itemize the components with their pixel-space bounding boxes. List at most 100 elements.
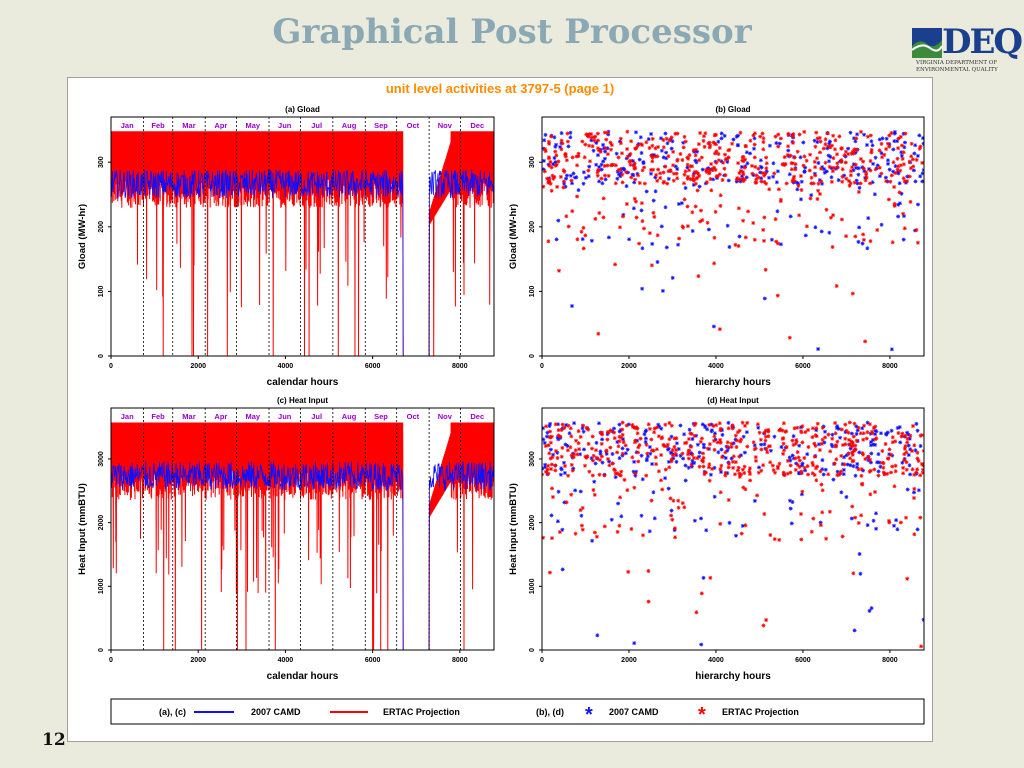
chart-d: (d) Heat Input 0 2000 4000 6000 8000 0 1000 2000… [508,396,925,682]
x-tick-label-c-8000: 8000 [452,657,468,664]
plot-frame-b [541,116,925,357]
month-label-a-feb: Feb [151,121,165,130]
y-tick-label-b-300: 300 [529,156,536,168]
series-camd-stars-b [542,129,924,352]
month-label-a-mar: Mar [182,121,195,130]
month-label-c-dec: Dec [470,412,484,421]
x-tick-label-b-8000: 8000 [882,363,898,370]
month-label-c-nov: Nov [438,412,453,421]
x-tick-label-d-4000: 4000 [708,657,724,664]
month-label-a-oct: Oct [407,121,420,130]
x-tick-label-c-2000: 2000 [190,657,206,664]
x-tick-label-c-6000: 6000 [365,657,381,664]
y-tick-label-c-1000: 1000 [98,578,105,594]
deq-logo: DEQ VIRGINIA DEPARTMENT OF ENVIRONMENTAL… [912,22,1023,78]
logo-subtitle-line1: VIRGINIA DEPARTMENT OF [916,60,998,66]
chart-title-c: (c) Heat Input [277,396,328,405]
month-label-c-jul: Jul [311,412,322,421]
month-label-a-jun: Jun [278,121,292,130]
legend-ertac-star-label: ERTAC Projection [722,707,799,717]
month-label-c-oct: Oct [407,412,420,421]
figure-title: unit level activities at 3797-5 (page 1) [386,81,614,96]
y-axis-label-d: Heat Input (mmBTU) [508,483,519,575]
plot-area-a [111,131,494,356]
series-ertac-stars-d [542,420,924,649]
x-tick-label-a-6000: 6000 [365,363,381,370]
logo-subtitle-line2: ENVIRONMENTAL QUALITY [916,67,998,73]
month-label-c-jan: Jan [121,412,134,421]
month-label-c-mar: Mar [182,412,195,421]
x-tick-label-a-8000: 8000 [452,363,468,370]
legend-ertac-star-icon: * [698,704,706,726]
x-tick-label-d-8000: 8000 [882,657,898,664]
chart-title-d: (d) Heat Input [707,396,759,405]
plot-area-b [542,129,924,352]
series-ertac-line-a [111,131,494,356]
y-tick-label-a-0: 0 [98,354,105,358]
y-tick-label-c-0: 0 [98,648,105,652]
x-tick-label-b-2000: 2000 [621,363,637,370]
month-label-c-may: May [245,412,260,421]
x-axis-label-d: hierarchy hours [695,671,771,682]
month-label-a-jan: Jan [121,121,134,130]
x-tick-label-b-4000: 4000 [708,363,724,370]
series-ertac-line-c [111,422,494,650]
x-tick-label-a-2000: 2000 [190,363,206,370]
y-tick-label-a-300: 300 [98,156,105,168]
month-label-c-jun: Jun [278,412,292,421]
chart-c: (c) Heat Input Jan Feb Mar Apr May Jun Jul Aug Se… [77,396,495,682]
x-tick-label-b-6000: 6000 [795,363,811,370]
chart-title-a: (a) Gload [285,105,320,114]
y-tick-label-d-2000: 2000 [529,515,536,531]
legend-box [110,698,925,725]
plot-frame-c [110,407,495,651]
figure-svg: unit level activities at 3797-5 (page 1)… [77,81,925,726]
y-tick-label-d-1000: 1000 [529,578,536,594]
month-label-a-nov: Nov [438,121,453,130]
y-tick-label-c-3000: 3000 [98,451,105,467]
deq-logo-mark-icon [912,28,942,58]
y-tick-label-c-2000: 2000 [98,515,105,531]
x-tick-label-c-4000: 4000 [278,657,294,664]
chart-a: (a) Gload Jan Feb Mar Apr May Jun Jul Aug Sep Oct N… [77,105,495,388]
legend-group1-label: (a), (c) [159,707,186,717]
y-tick-label-b-100: 100 [529,285,536,297]
plot-area-d [542,420,924,649]
y-tick-label-a-100: 100 [98,285,105,297]
chart-title-b: (b) Gload [715,105,750,114]
x-axis-label-c: calendar hours [267,671,339,682]
x-axis-label-b: hierarchy hours [695,377,771,388]
legend-camd-label: 2007 CAMD [251,707,301,717]
plot-frame-d [541,407,925,651]
y-axis-label-a: Gload (MW-hr) [77,204,88,269]
y-tick-label-d-0: 0 [529,648,536,652]
x-tick-label-b-0: 0 [540,363,544,370]
y-tick-label-b-0: 0 [529,354,536,358]
series-camd-line-a [111,168,494,356]
x-tick-label-a-0: 0 [109,363,113,370]
series-ertac-stars-b [542,129,924,344]
plot-frame-a [110,116,495,357]
x-tick-label-c-0: 0 [109,657,113,664]
month-label-a-aug: Aug [342,121,357,130]
legend-group2-label: (b), (d) [536,707,564,717]
x-tick-label-d-0: 0 [540,657,544,664]
month-label-c-apr: Apr [214,412,227,421]
x-tick-label-d-2000: 2000 [621,657,637,664]
series-camd-line-c [111,460,494,650]
y-axis-label-c: Heat Input (mmBTU) [77,483,88,575]
plot-area-c [111,422,494,650]
logo-subtitle: VIRGINIA DEPARTMENT OF ENVIRONMENTAL QUA… [916,60,998,74]
series-camd-stars-d [542,420,924,647]
y-axis-label-b: Gload (MW-hr) [508,204,519,269]
legend: (a), (c) 2007 CAMD ERTAC Projection (b), (d… [110,698,925,726]
month-label-a-dec: Dec [470,121,484,130]
legend-ertac-label: ERTAC Projection [383,707,460,717]
legend-camd-star-icon: * [585,704,593,726]
legend-camd-star-label: 2007 CAMD [609,707,659,717]
logo-text: DEQ [942,22,1023,62]
month-label-c-aug: Aug [342,412,357,421]
month-label-c-sep: Sep [374,412,388,421]
month-label-a-sep: Sep [374,121,388,130]
month-label-a-may: May [245,121,260,130]
